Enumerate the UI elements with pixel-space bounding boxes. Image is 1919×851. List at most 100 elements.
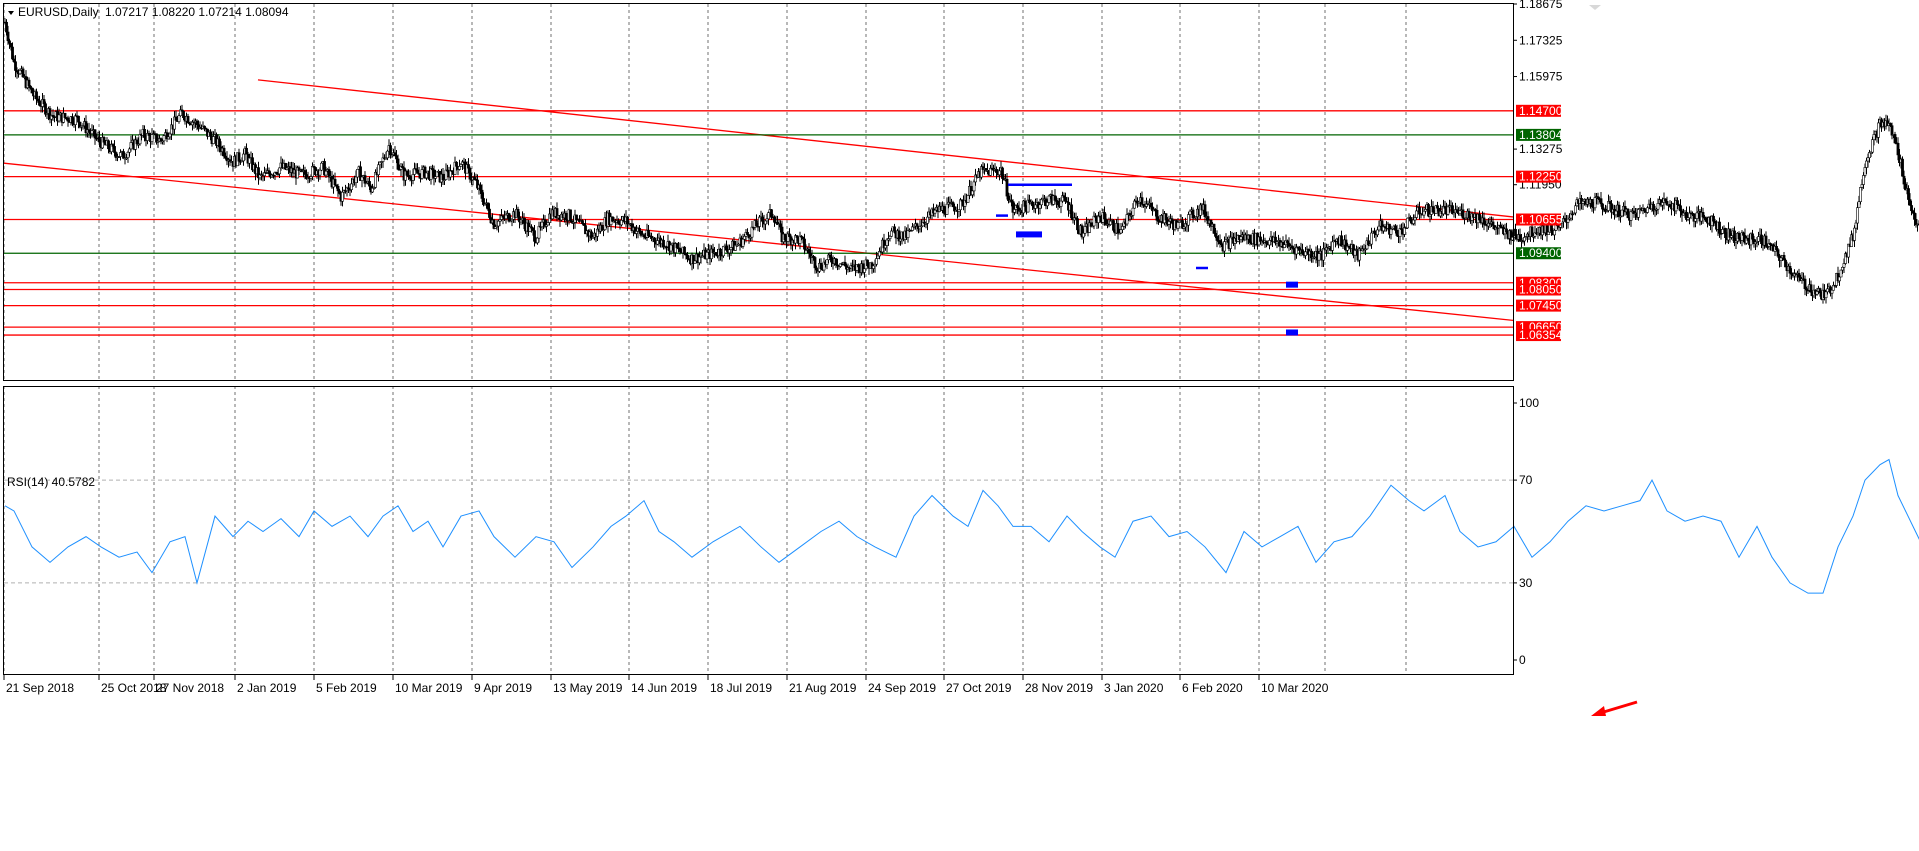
bar-body	[53, 116, 56, 119]
bar-body	[1665, 201, 1669, 206]
price-bar	[1862, 172, 1865, 189]
price-bar	[1856, 202, 1859, 230]
bar-body	[678, 247, 682, 252]
bar-body	[876, 255, 880, 259]
bar-body	[564, 212, 568, 221]
bar-body	[1890, 125, 1894, 136]
bar-body	[1566, 218, 1570, 223]
rsi-tick-label: 30	[1519, 576, 1533, 590]
price-bar	[356, 168, 359, 183]
bar-body	[989, 167, 992, 176]
bar-body	[350, 183, 353, 190]
price-bar	[48, 106, 52, 124]
bar-body	[722, 245, 725, 257]
bar-body	[143, 128, 146, 138]
bar-body	[1877, 122, 1880, 138]
bar-body	[27, 79, 31, 87]
price-bar	[177, 113, 181, 124]
bar-body	[1181, 220, 1184, 229]
price-bar	[1212, 223, 1216, 234]
bar-body	[1149, 202, 1153, 208]
bar-body	[1784, 259, 1787, 268]
bar-body	[1047, 195, 1051, 203]
bar-body	[66, 117, 70, 122]
bar-body	[318, 169, 322, 176]
price-bar	[1223, 236, 1226, 257]
bar-body	[1809, 284, 1813, 293]
bar-body	[920, 225, 923, 228]
bar-body	[1913, 212, 1916, 220]
price-bar	[263, 166, 266, 181]
price-bar	[1436, 201, 1439, 212]
bar-body	[1286, 240, 1289, 244]
bar-body	[770, 209, 773, 218]
bar-body	[5, 21, 8, 33]
bar-body	[1265, 240, 1268, 244]
time-tick-label: 27 Oct 2019	[946, 681, 1012, 695]
bar-body	[1629, 211, 1633, 221]
price-bar	[102, 136, 106, 144]
price-bar	[1088, 219, 1091, 234]
bar-body	[1581, 201, 1585, 204]
bar-body	[1358, 248, 1361, 261]
bar-body	[11, 46, 14, 60]
bar-body	[267, 170, 271, 175]
price-bar	[11, 42, 14, 61]
bar-body	[915, 223, 919, 227]
price-bar	[1646, 206, 1649, 214]
triangle-down-icon[interactable]	[8, 11, 14, 15]
bar-body	[1856, 207, 1859, 224]
price-tick-label: 1.17325	[1519, 33, 1563, 47]
level-price-tag	[1516, 247, 1561, 260]
bar-body	[203, 125, 206, 129]
bar-body	[758, 216, 761, 227]
price-bar	[1890, 122, 1894, 140]
price-bar	[533, 225, 536, 247]
price-bar	[1424, 204, 1427, 214]
bar-body	[1491, 221, 1495, 226]
price-bar	[245, 143, 248, 155]
bar-body	[333, 178, 337, 186]
bar-body	[1617, 204, 1621, 217]
rsi-tick-label: 0	[1519, 653, 1526, 667]
bar-body	[482, 198, 485, 205]
price-bar	[1076, 215, 1079, 234]
chart-shift-icon[interactable]	[1589, 5, 1601, 10]
bar-body	[1176, 222, 1180, 229]
bar-body	[893, 226, 896, 232]
bar-body	[1125, 214, 1129, 225]
bar-body	[1455, 209, 1459, 212]
price-bar	[662, 235, 665, 250]
bar-body	[21, 68, 25, 78]
bar-body	[1031, 201, 1034, 207]
price-bar	[1818, 287, 1822, 297]
bar-body	[1322, 248, 1325, 261]
price-bar	[1026, 194, 1030, 213]
price-bar	[1140, 191, 1144, 208]
bar-body	[1082, 232, 1085, 238]
rsi-line	[4, 458, 1919, 594]
bar-body	[1692, 213, 1696, 222]
bar-body	[257, 167, 260, 179]
bar-body	[1164, 213, 1168, 221]
bar-body	[57, 114, 61, 122]
bar-body	[884, 245, 887, 249]
time-tick-label: 6 Feb 2020	[1182, 681, 1243, 695]
bar-body	[1853, 227, 1856, 241]
bar-body	[122, 151, 125, 159]
blue-block-marker	[1016, 231, 1042, 238]
price-bar	[179, 105, 182, 117]
bar-body	[767, 212, 770, 220]
price-bar	[14, 55, 17, 78]
bar-body	[9, 43, 13, 48]
price-bar	[1491, 217, 1495, 230]
price-bar	[204, 127, 208, 132]
bar-body	[1599, 198, 1603, 205]
bar-body	[363, 175, 367, 184]
bar-body	[467, 164, 470, 169]
bar-body	[263, 172, 266, 176]
bar-body	[828, 254, 832, 258]
bar-body	[743, 236, 746, 240]
bar-body	[942, 205, 946, 214]
price-bar	[1871, 136, 1874, 154]
